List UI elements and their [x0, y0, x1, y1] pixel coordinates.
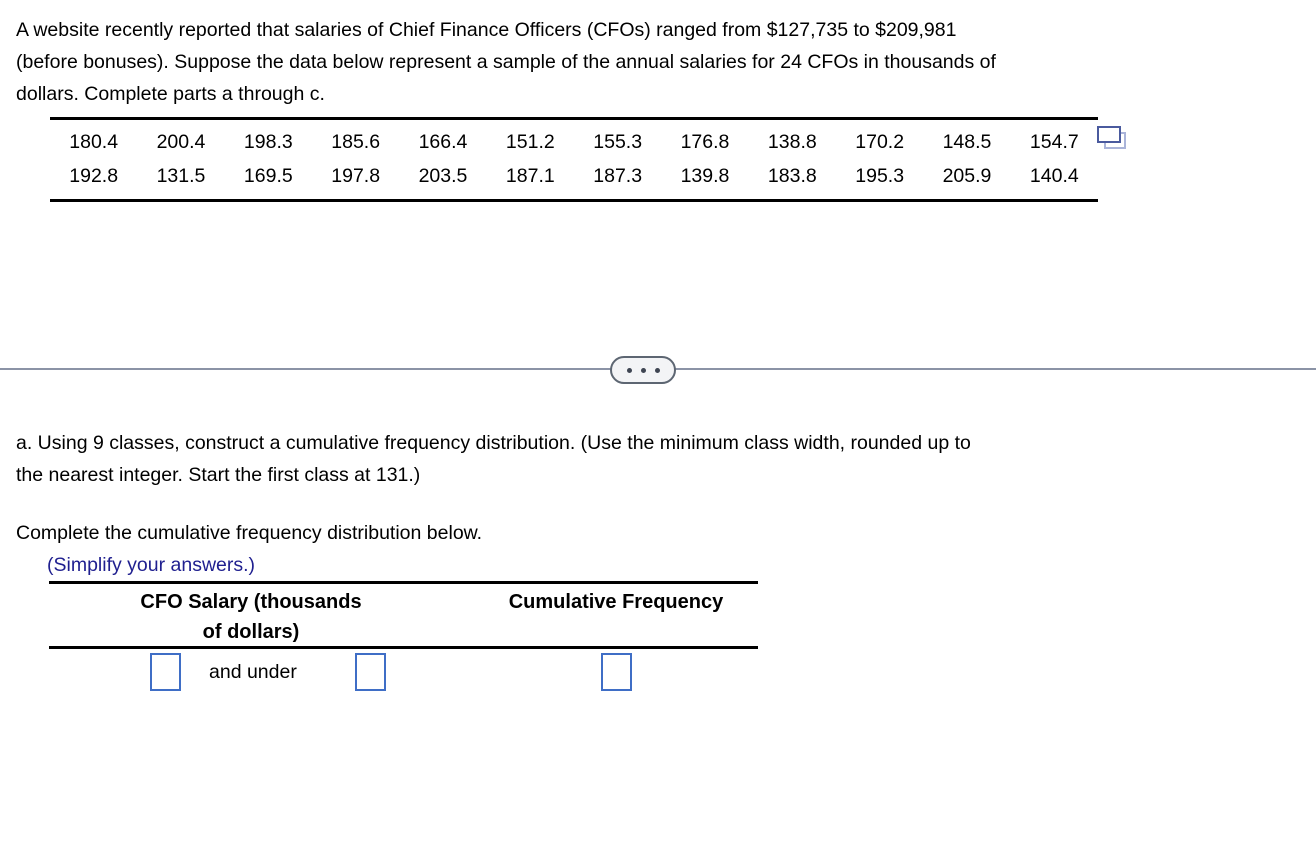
question-part-a-line: a. Using 9 classes, construct a cumulati…: [16, 432, 971, 454]
salary-value: 185.6: [331, 130, 381, 153]
salary-value: 154.7: [1029, 130, 1079, 153]
header-separator-rule: [49, 646, 758, 649]
salary-data-table: 180.4 200.4 198.3 185.6 166.4 151.2 155.…: [50, 117, 1098, 202]
salary-value: 198.3: [243, 130, 293, 153]
question-part-a-line: the nearest integer. Start the first cla…: [16, 464, 421, 486]
copy-icon-front-sheet: [1097, 126, 1121, 143]
salary-value: 187.1: [505, 164, 555, 187]
problem-statement: A website recently reported that salarie…: [16, 14, 996, 110]
salary-value: 176.8: [680, 130, 730, 153]
and-under-label: and under: [209, 661, 297, 683]
simplify-hint: (Simplify your answers.): [47, 554, 256, 576]
problem-statement-line: A website recently reported that salarie…: [16, 19, 957, 41]
class-upper-bound-input[interactable]: [355, 653, 386, 691]
problem-statement-line: dollars. Complete parts a through c.: [16, 83, 325, 105]
salary-value: 131.5: [156, 164, 206, 187]
salary-value: 200.4: [156, 130, 206, 153]
salary-value: 195.3: [855, 164, 905, 187]
salary-value: 205.9: [942, 164, 992, 187]
salary-value: 187.3: [593, 164, 643, 187]
salary-value: 139.8: [680, 164, 730, 187]
salary-value: 151.2: [505, 130, 555, 153]
copy-data-icon[interactable]: [1097, 126, 1129, 152]
answer-row: and under: [49, 649, 758, 707]
salary-value: 180.4: [69, 130, 119, 153]
problem-statement-line: (before bonuses). Suppose the data below…: [16, 51, 996, 73]
expand-collapse-toggle[interactable]: [610, 356, 676, 384]
class-lower-bound-input[interactable]: [150, 653, 181, 691]
salary-value: 155.3: [593, 130, 643, 153]
salary-value: 197.8: [331, 164, 381, 187]
salary-value: 170.2: [855, 130, 905, 153]
question-part-a: a. Using 9 classes, construct a cumulati…: [16, 427, 971, 491]
column-header-cfo-salary: CFO Salary (thousands of dollars): [140, 591, 362, 643]
salary-value: 169.5: [243, 164, 293, 187]
instruction-text: Complete the cumulative frequency distri…: [16, 522, 483, 544]
salary-value: 138.8: [767, 130, 817, 153]
salary-value: 183.8: [767, 164, 817, 187]
column-header-cumulative-frequency: Cumulative Frequency: [508, 591, 724, 613]
salary-value: 166.4: [418, 130, 468, 153]
salary-value: 148.5: [942, 130, 992, 153]
cumulative-frequency-table: CFO Salary (thousands of dollars) Cumula…: [49, 581, 758, 707]
salary-value: 192.8: [69, 164, 119, 187]
salary-data-row: 180.4 200.4 198.3 185.6 166.4 151.2 155.…: [50, 125, 1098, 159]
salary-value: 203.5: [418, 164, 468, 187]
ellipsis-icon: [626, 367, 660, 373]
salary-value: 140.4: [1029, 164, 1079, 187]
cumulative-frequency-input[interactable]: [601, 653, 632, 691]
salary-data-row: 192.8 131.5 169.5 197.8 203.5 187.1 187.…: [50, 159, 1098, 193]
answer-table-header: CFO Salary (thousands of dollars) Cumula…: [49, 584, 758, 646]
